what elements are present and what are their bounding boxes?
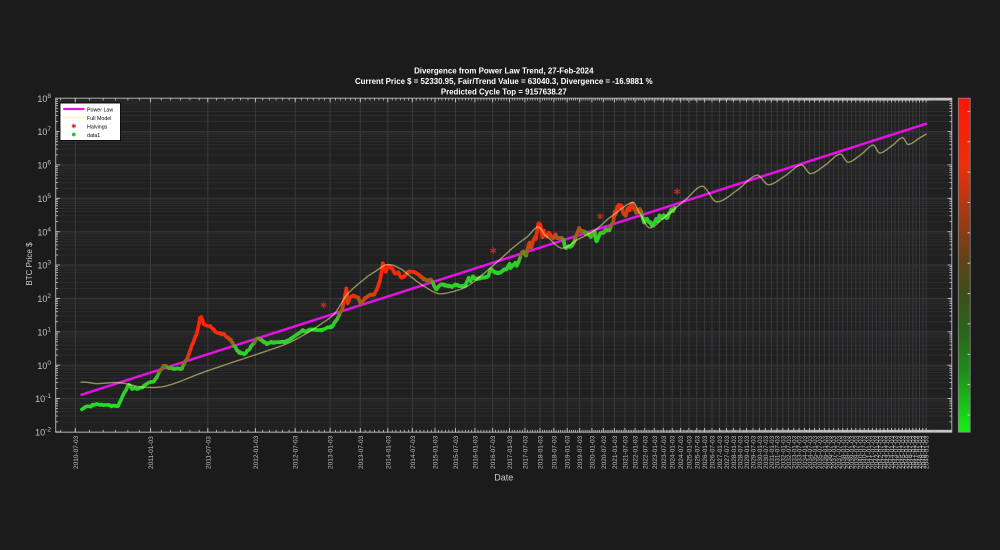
svg-text:2027-07-03: 2027-07-03 (724, 435, 731, 469)
svg-text:2010-07-03: 2010-07-03 (73, 435, 80, 469)
svg-text:2046-01-03: 2046-01-03 (903, 435, 910, 469)
svg-text:2013-07-03: 2013-07-03 (358, 435, 365, 469)
svg-text:2030-01-03: 2030-01-03 (757, 435, 764, 469)
svg-text:Current Price $ = 52330.95, Fa: Current Price $ = 52330.95, Fair/Trend V… (355, 77, 653, 86)
svg-text:2046-07-03: 2046-07-03 (907, 435, 914, 469)
svg-text:2043-01-03: 2043-01-03 (882, 435, 889, 469)
svg-text:2022-07-03: 2022-07-03 (642, 435, 649, 469)
svg-text:2012-07-03: 2012-07-03 (293, 435, 300, 469)
svg-text:2020-01-03: 2020-01-03 (589, 435, 596, 469)
svg-text:2026-07-03: 2026-07-03 (710, 435, 717, 469)
svg-text:2035-01-03: 2035-01-03 (812, 435, 819, 469)
svg-text:2041-01-03: 2041-01-03 (866, 435, 873, 469)
svg-text:2012-01-03: 2012-01-03 (253, 435, 260, 469)
svg-text:2027-01-03: 2027-01-03 (717, 435, 724, 469)
svg-text:10-2: 10-2 (35, 427, 51, 438)
svg-text:2037-07-03: 2037-07-03 (836, 435, 843, 469)
svg-text:2011-07-03: 2011-07-03 (205, 436, 212, 469)
svg-text:2049-01-03: 2049-01-03 (924, 435, 931, 469)
svg-text:2019-01-03: 2019-01-03 (565, 435, 572, 469)
svg-text:2037-01-03: 2037-01-03 (831, 435, 838, 469)
svg-text:2048-07-03: 2048-07-03 (920, 435, 927, 469)
svg-text:2043-07-03: 2043-07-03 (885, 435, 892, 469)
svg-text:2018-07-03: 2018-07-03 (551, 435, 558, 469)
svg-text:Halvings: Halvings (87, 124, 108, 130)
svg-text:2028-01-03: 2028-01-03 (731, 435, 738, 469)
svg-text:2045-07-03: 2045-07-03 (900, 435, 907, 469)
svg-text:2018-01-03: 2018-01-03 (538, 435, 545, 469)
svg-text:Date: Date (494, 473, 513, 483)
svg-text:2020-07-03: 2020-07-03 (601, 435, 608, 469)
svg-text:2015-01-03: 2015-01-03 (433, 435, 440, 469)
svg-text:Power Law: Power Law (87, 107, 113, 113)
svg-text:101: 101 (37, 326, 51, 337)
svg-text:2024-07-03: 2024-07-03 (678, 435, 685, 469)
svg-text:2041-07-03: 2041-07-03 (870, 435, 877, 469)
svg-text:2042-07-03: 2042-07-03 (878, 435, 885, 469)
svg-text:2014-01-03: 2014-01-03 (385, 435, 392, 469)
svg-text:2023-07-03: 2023-07-03 (661, 435, 668, 469)
svg-text:2019-07-03: 2019-07-03 (577, 435, 584, 469)
svg-text:2030-07-03: 2030-07-03 (763, 435, 770, 469)
svg-text:2047-01-03: 2047-01-03 (910, 435, 917, 469)
svg-text:BTC Price $: BTC Price $ (25, 242, 34, 286)
svg-text:2016-01-03: 2016-01-03 (472, 435, 479, 469)
svg-text:2048-01-03: 2048-01-03 (917, 435, 924, 469)
svg-text:108: 108 (37, 93, 51, 104)
svg-text:2034-01-03: 2034-01-03 (802, 435, 809, 469)
svg-text:2033-01-03: 2033-01-03 (791, 435, 798, 469)
svg-text:2015-07-03: 2015-07-03 (453, 435, 460, 469)
svg-text:103: 103 (37, 260, 51, 271)
svg-text:2036-01-03: 2036-01-03 (822, 435, 829, 469)
svg-text:Full Model: Full Model (87, 116, 111, 122)
svg-text:2047-07-03: 2047-07-03 (914, 435, 921, 469)
svg-text:data1: data1 (87, 133, 100, 139)
svg-text:100: 100 (37, 360, 51, 371)
svg-text:2040-01-03: 2040-01-03 (858, 435, 865, 469)
svg-text:2016-07-03: 2016-07-03 (490, 435, 497, 469)
svg-text:Divergence from Power Law Tren: Divergence from Power Law Trend, 27-Feb-… (414, 67, 594, 76)
svg-text:2042-01-03: 2042-01-03 (874, 435, 881, 469)
svg-text:2035-07-03: 2035-07-03 (817, 435, 824, 469)
svg-text:2036-07-03: 2036-07-03 (827, 435, 834, 469)
svg-text:2021-07-03: 2021-07-03 (622, 435, 629, 469)
svg-text:2017-01-03: 2017-01-03 (507, 435, 514, 469)
svg-text:2025-07-03: 2025-07-03 (694, 435, 701, 469)
svg-text:Predicted Cycle Top = 9157638.: Predicted Cycle Top = 9157638.27 (441, 88, 568, 97)
svg-text:2022-01-03: 2022-01-03 (633, 435, 640, 469)
svg-text:2039-01-03: 2039-01-03 (849, 435, 856, 469)
svg-text:2044-07-03: 2044-07-03 (893, 435, 900, 469)
svg-text:2013-01-03: 2013-01-03 (328, 435, 335, 469)
svg-text:2040-07-03: 2040-07-03 (862, 435, 869, 469)
svg-text:2029-01-03: 2029-01-03 (744, 435, 751, 469)
svg-text:102: 102 (37, 293, 51, 304)
svg-text:2011-01-03: 2011-01-03 (148, 436, 155, 469)
svg-text:104: 104 (37, 226, 51, 237)
svg-text:2014-07-03: 2014-07-03 (410, 435, 417, 469)
svg-text:2045-01-03: 2045-01-03 (896, 435, 903, 469)
svg-text:2031-01-03: 2031-01-03 (769, 435, 776, 469)
svg-text:2028-07-03: 2028-07-03 (738, 435, 745, 469)
svg-text:2025-01-03: 2025-01-03 (686, 435, 693, 469)
svg-text:2024-01-03: 2024-01-03 (670, 435, 677, 469)
svg-text:2029-07-03: 2029-07-03 (751, 435, 758, 469)
svg-text:105: 105 (37, 193, 51, 204)
svg-text:2033-07-03: 2033-07-03 (797, 435, 804, 469)
svg-text:2026-01-03: 2026-01-03 (702, 435, 709, 469)
svg-text:2021-01-03: 2021-01-03 (612, 435, 619, 469)
svg-text:107: 107 (37, 126, 51, 137)
svg-text:2038-07-03: 2038-07-03 (845, 435, 852, 469)
svg-text:2032-07-03: 2032-07-03 (786, 435, 793, 469)
svg-text:2032-01-03: 2032-01-03 (780, 435, 787, 469)
svg-text:2031-07-03: 2031-07-03 (775, 435, 782, 469)
svg-text:106: 106 (37, 160, 51, 171)
svg-text:2044-01-03: 2044-01-03 (889, 435, 896, 469)
svg-text:10-1: 10-1 (35, 393, 51, 404)
svg-text:2038-01-03: 2038-01-03 (840, 435, 847, 469)
svg-text:2039-07-03: 2039-07-03 (853, 435, 860, 469)
svg-text:2034-07-03: 2034-07-03 (807, 435, 814, 469)
svg-text:2017-07-03: 2017-07-03 (523, 435, 530, 469)
svg-text:2023-01-03: 2023-01-03 (652, 435, 659, 469)
